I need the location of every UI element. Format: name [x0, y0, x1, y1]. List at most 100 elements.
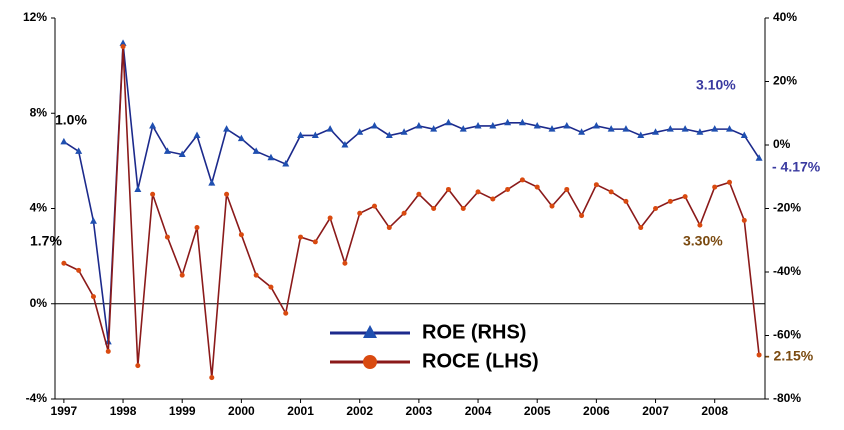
marker — [489, 121, 497, 129]
marker — [726, 125, 733, 132]
marker — [579, 213, 585, 219]
x-tick-label: 2001 — [287, 404, 314, 418]
marker — [341, 141, 349, 148]
marker — [208, 179, 216, 186]
marker — [638, 225, 644, 231]
marker — [474, 121, 482, 129]
marker — [607, 125, 615, 132]
legend-label: ROE (RHS) — [422, 321, 526, 343]
marker — [252, 147, 260, 154]
marker — [223, 125, 231, 132]
marker — [342, 260, 348, 266]
x-tick-label: 1999 — [169, 404, 196, 418]
marker — [238, 232, 244, 238]
marker — [164, 234, 170, 240]
marker — [298, 234, 304, 240]
marker — [459, 125, 467, 132]
marker — [741, 217, 747, 223]
marker — [667, 198, 673, 204]
marker — [504, 118, 512, 126]
marker — [371, 121, 378, 129]
marker — [75, 147, 83, 154]
marker — [268, 284, 274, 290]
x-tick-label: 1998 — [110, 404, 137, 418]
marker — [697, 222, 703, 228]
marker — [327, 215, 333, 221]
marker — [564, 186, 570, 192]
marker — [135, 363, 141, 369]
marker — [134, 185, 142, 192]
y-tick-label: 12% — [23, 10, 47, 24]
marker — [608, 189, 614, 195]
marker — [105, 348, 111, 354]
marker — [356, 128, 364, 135]
marker — [505, 186, 511, 192]
marker — [740, 131, 748, 138]
marker — [311, 131, 319, 138]
x-tick-label: 2004 — [465, 404, 492, 418]
series-line — [63, 46, 760, 378]
x-tick-label: 1997 — [51, 404, 78, 418]
y-tick-label: 0% — [30, 296, 48, 310]
y2-tick-label: -80% — [773, 391, 801, 405]
marker — [444, 118, 452, 126]
marker — [519, 177, 525, 183]
y2-tick-label: 20% — [773, 74, 797, 88]
marker — [209, 375, 215, 381]
marker — [326, 125, 334, 132]
annotation: - 2.15% — [765, 348, 814, 364]
marker — [696, 128, 704, 135]
marker — [89, 217, 97, 224]
marker — [149, 121, 157, 129]
marker — [60, 137, 68, 145]
marker — [416, 191, 422, 197]
marker — [727, 179, 732, 185]
marker — [372, 203, 377, 209]
legend-label: ROCE (LHS) — [422, 350, 539, 372]
marker — [460, 206, 466, 211]
marker — [578, 128, 586, 135]
marker — [193, 131, 201, 138]
marker — [711, 125, 719, 132]
marker — [431, 206, 437, 211]
marker — [163, 147, 171, 154]
marker — [357, 210, 363, 216]
annotation: 1.0% — [55, 112, 87, 128]
y-tick-label: 4% — [30, 201, 48, 215]
x-tick-label: 2005 — [524, 404, 551, 418]
marker — [178, 150, 186, 158]
x-tick-label: 2006 — [583, 404, 610, 418]
marker — [385, 131, 393, 138]
marker — [282, 160, 290, 167]
marker — [533, 121, 541, 129]
marker — [712, 184, 718, 190]
marker — [534, 184, 540, 190]
annotation: 3.30% — [683, 233, 723, 249]
marker — [194, 225, 200, 231]
marker — [179, 272, 185, 278]
marker — [61, 260, 67, 266]
marker — [119, 39, 127, 46]
marker — [76, 267, 82, 273]
marker — [312, 239, 318, 245]
marker — [490, 196, 496, 202]
y-tick-label: -4% — [26, 391, 48, 405]
marker — [400, 128, 408, 135]
marker — [666, 125, 674, 132]
marker — [237, 134, 245, 142]
marker — [90, 294, 96, 300]
marker — [755, 154, 763, 161]
marker — [623, 198, 629, 204]
marker — [548, 125, 556, 132]
marker — [401, 210, 407, 216]
marker — [681, 125, 689, 132]
annotation: 1.7% — [30, 233, 62, 249]
marker — [652, 128, 660, 135]
marker — [475, 189, 481, 195]
marker — [653, 206, 659, 211]
marker — [120, 44, 126, 50]
marker — [592, 121, 600, 129]
marker — [150, 191, 156, 197]
marker — [430, 125, 438, 132]
